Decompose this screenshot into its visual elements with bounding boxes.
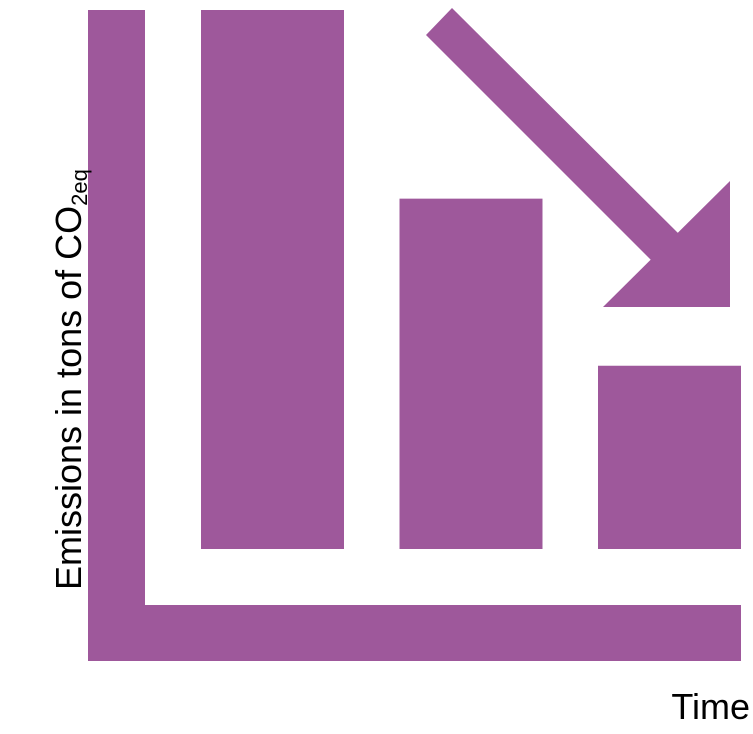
chart-axes xyxy=(88,10,741,661)
bars-group xyxy=(201,10,741,549)
trend-arrow-shaft xyxy=(426,8,680,262)
x-axis-line xyxy=(88,605,741,661)
bar-1 xyxy=(201,10,344,549)
x-axis-label: Time xyxy=(671,686,750,727)
trend-arrow-head xyxy=(603,181,730,307)
y-axis-line xyxy=(88,10,145,661)
bar-2 xyxy=(399,198,543,549)
trend-arrow-group xyxy=(426,8,730,307)
bar-3 xyxy=(598,365,741,549)
